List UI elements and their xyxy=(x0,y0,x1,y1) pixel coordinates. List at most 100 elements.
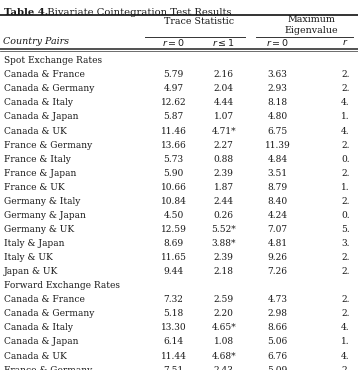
Text: Canada & Italy: Canada & Italy xyxy=(4,323,73,332)
Text: 4.: 4. xyxy=(341,98,350,107)
Text: 2.: 2. xyxy=(341,197,350,206)
Text: 3.63: 3.63 xyxy=(267,70,287,79)
Text: 0.: 0. xyxy=(341,211,350,220)
Text: 7.51: 7.51 xyxy=(164,366,184,370)
Text: 2.: 2. xyxy=(341,267,350,276)
Text: Japan & UK: Japan & UK xyxy=(4,267,58,276)
Text: 6.14: 6.14 xyxy=(164,337,184,346)
Text: 2.98: 2.98 xyxy=(267,309,287,318)
Text: 12.59: 12.59 xyxy=(161,225,187,234)
Text: 3.51: 3.51 xyxy=(267,169,287,178)
Text: France & Italy: France & Italy xyxy=(4,155,71,164)
Text: Canada & France: Canada & France xyxy=(4,295,84,304)
Text: 1.: 1. xyxy=(341,337,350,346)
Text: 6.75: 6.75 xyxy=(267,127,287,135)
Text: 2.: 2. xyxy=(341,253,350,262)
Text: 2.18: 2.18 xyxy=(214,267,234,276)
Text: 10.84: 10.84 xyxy=(161,197,187,206)
Text: 2.: 2. xyxy=(341,70,350,79)
Text: 1.: 1. xyxy=(341,112,350,121)
Text: 0.26: 0.26 xyxy=(214,211,234,220)
Text: 8.66: 8.66 xyxy=(267,323,287,332)
Text: 1.07: 1.07 xyxy=(214,112,234,121)
Text: 8.79: 8.79 xyxy=(267,183,287,192)
Text: 4.50: 4.50 xyxy=(164,211,184,220)
Text: France & Germany: France & Germany xyxy=(4,141,92,149)
Text: 7.26: 7.26 xyxy=(267,267,287,276)
Text: 4.: 4. xyxy=(341,352,350,360)
Text: 4.71*: 4.71* xyxy=(212,127,236,135)
Text: 2.: 2. xyxy=(341,309,350,318)
Text: 3.: 3. xyxy=(341,239,350,248)
Text: 2.43: 2.43 xyxy=(214,366,234,370)
Text: 8.69: 8.69 xyxy=(164,239,184,248)
Text: 4.68*: 4.68* xyxy=(212,352,236,360)
Text: 5.09: 5.09 xyxy=(267,366,287,370)
Text: 4.81: 4.81 xyxy=(267,239,287,248)
Text: 5.06: 5.06 xyxy=(267,337,287,346)
Text: 4.: 4. xyxy=(341,127,350,135)
Text: 4.65*: 4.65* xyxy=(211,323,236,332)
Text: Bivariate Cointegration Test Results: Bivariate Cointegration Test Results xyxy=(41,8,232,17)
Text: Canada & Italy: Canada & Italy xyxy=(4,98,73,107)
Text: 2.: 2. xyxy=(341,366,350,370)
Text: Country Pairs: Country Pairs xyxy=(3,37,69,46)
Text: 5.87: 5.87 xyxy=(164,112,184,121)
Text: $r = 0$: $r = 0$ xyxy=(266,37,289,48)
Text: Canada & Japan: Canada & Japan xyxy=(4,112,78,121)
Text: $r \leq 1$: $r \leq 1$ xyxy=(212,37,235,48)
Text: 2.04: 2.04 xyxy=(214,84,234,93)
Text: 2.16: 2.16 xyxy=(214,70,234,79)
Text: 2.39: 2.39 xyxy=(214,253,234,262)
Text: Germany & Japan: Germany & Japan xyxy=(4,211,86,220)
Text: Canada & UK: Canada & UK xyxy=(4,352,67,360)
Text: 2.: 2. xyxy=(341,84,350,93)
Text: 9.44: 9.44 xyxy=(164,267,184,276)
Text: Canada & Japan: Canada & Japan xyxy=(4,337,78,346)
Text: 8.40: 8.40 xyxy=(267,197,287,206)
Text: 0.: 0. xyxy=(341,155,350,164)
Text: 4.24: 4.24 xyxy=(267,211,287,220)
Text: France & Germany: France & Germany xyxy=(4,366,92,370)
Text: 3.88*: 3.88* xyxy=(212,239,236,248)
Text: 4.97: 4.97 xyxy=(164,84,184,93)
Text: Canada & France: Canada & France xyxy=(4,70,84,79)
Text: 2.27: 2.27 xyxy=(214,141,234,149)
Text: 4.84: 4.84 xyxy=(267,155,287,164)
Text: 1.08: 1.08 xyxy=(214,337,234,346)
Text: 13.30: 13.30 xyxy=(161,323,187,332)
Text: 11.39: 11.39 xyxy=(265,141,290,149)
Text: Spot Exchange Rates: Spot Exchange Rates xyxy=(4,56,102,65)
Text: $r$: $r$ xyxy=(342,37,349,47)
Text: Germany & UK: Germany & UK xyxy=(4,225,74,234)
Text: 0.88: 0.88 xyxy=(214,155,234,164)
Text: 5.79: 5.79 xyxy=(164,70,184,79)
Text: 7.32: 7.32 xyxy=(164,295,184,304)
Text: 9.26: 9.26 xyxy=(267,253,287,262)
Text: Canada & UK: Canada & UK xyxy=(4,127,67,135)
Text: $r = 0$: $r = 0$ xyxy=(162,37,185,48)
Text: 7.07: 7.07 xyxy=(267,225,287,234)
Text: 5.90: 5.90 xyxy=(164,169,184,178)
Text: 5.73: 5.73 xyxy=(164,155,184,164)
Text: 11.65: 11.65 xyxy=(161,253,187,262)
Text: 12.62: 12.62 xyxy=(161,98,187,107)
Text: 2.44: 2.44 xyxy=(214,197,234,206)
Text: Canada & Germany: Canada & Germany xyxy=(4,84,94,93)
Text: 1.87: 1.87 xyxy=(214,183,234,192)
Text: Maximum
Eigenvalue: Maximum Eigenvalue xyxy=(285,15,338,35)
Text: 5.18: 5.18 xyxy=(164,309,184,318)
Text: Italy & Japan: Italy & Japan xyxy=(4,239,64,248)
Text: Forward Exchange Rates: Forward Exchange Rates xyxy=(4,281,120,290)
Text: 1.: 1. xyxy=(341,183,350,192)
Text: 2.: 2. xyxy=(341,141,350,149)
Text: 5.: 5. xyxy=(341,225,350,234)
Text: 2.93: 2.93 xyxy=(267,84,287,93)
Text: 2.: 2. xyxy=(341,169,350,178)
Text: Germany & Italy: Germany & Italy xyxy=(4,197,80,206)
Text: Table 4.: Table 4. xyxy=(4,8,48,17)
Text: 10.66: 10.66 xyxy=(161,183,187,192)
Text: 8.18: 8.18 xyxy=(267,98,287,107)
Text: 2.39: 2.39 xyxy=(214,169,234,178)
Text: 4.80: 4.80 xyxy=(267,112,287,121)
